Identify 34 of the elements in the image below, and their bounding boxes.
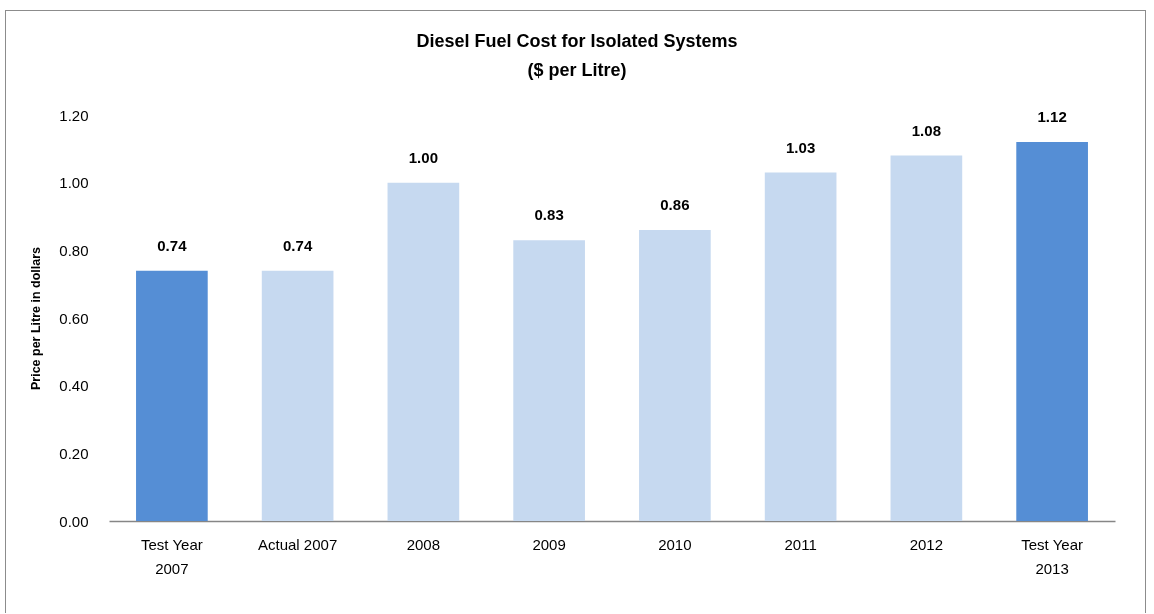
data-label: 1.12 (1037, 108, 1067, 126)
x-tick-label: Actual 2007 (258, 535, 338, 553)
data-label: 0.83 (534, 206, 564, 224)
bar (1016, 142, 1088, 521)
data-label: 1.03 (786, 138, 816, 156)
x-tick-label: 2012 (909, 535, 944, 553)
y-tick-label: 0.60 (59, 309, 89, 327)
bar (261, 270, 334, 521)
data-label: 0.74 (157, 236, 188, 254)
data-label: 0.86 (660, 196, 690, 214)
data-label: 0.74 (283, 236, 313, 254)
bar (387, 182, 460, 521)
bar (136, 270, 208, 521)
x-tick-label: Test Year 2013 (1021, 535, 1083, 577)
y-tick-label: 1.00 (59, 174, 89, 192)
x-tick-label: 2008 (406, 535, 441, 553)
data-label: 1.08 (911, 121, 941, 139)
x-tick-label: 2010 (658, 535, 692, 553)
x-tick-label: Test Year 2007 (141, 535, 203, 577)
y-tick-label: 1.20 (59, 106, 89, 124)
bar (764, 172, 837, 521)
bar (639, 230, 711, 521)
chart-subtitle: ($ per Litre) (527, 60, 627, 80)
y-axis-title: Price per Litre in dollars (29, 246, 44, 391)
x-tick-label: 2011 (784, 535, 817, 553)
bar (513, 240, 585, 521)
data-label: 1.00 (408, 148, 438, 166)
chart-title: Diesel Fuel Cost for Isolated Systems (416, 31, 738, 51)
y-tick-label: 0.00 (59, 512, 89, 530)
y-tick-label: 0.20 (59, 444, 89, 462)
y-tick-label: 0.80 (59, 241, 89, 259)
x-tick-label: 2009 (532, 535, 566, 553)
bar (890, 155, 963, 521)
y-tick-label: 0.40 (59, 377, 89, 395)
